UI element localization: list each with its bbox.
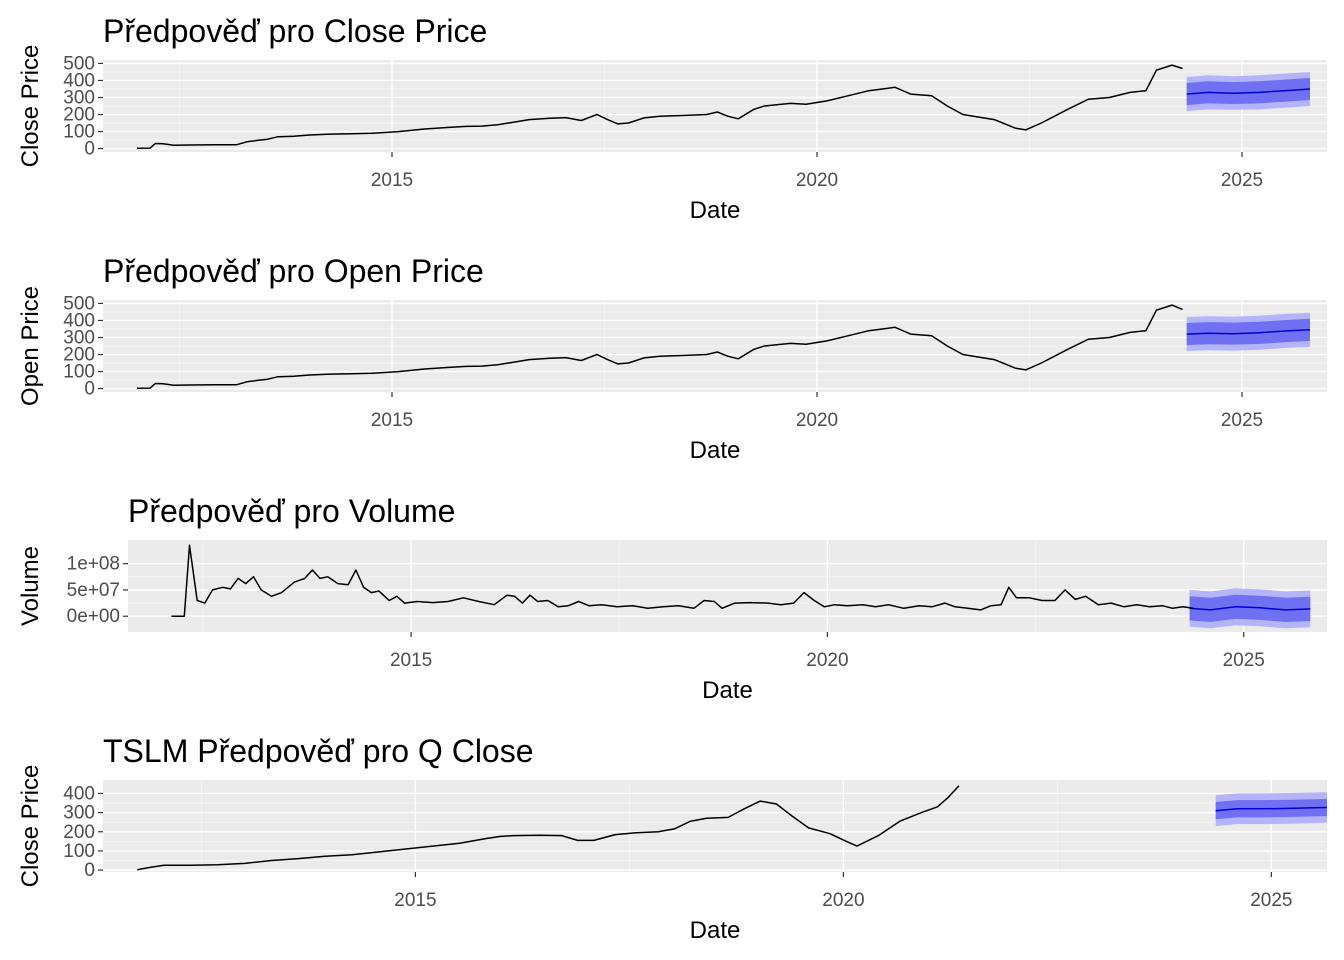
x-axis-title: Date	[702, 677, 753, 704]
x-tick-label: 2015	[371, 410, 413, 431]
y-axis-title: Close Price	[17, 45, 44, 168]
y-tick-label: 400	[63, 310, 95, 331]
y-axis-title: Close Price	[17, 765, 44, 888]
x-tick-label: 2015	[394, 890, 436, 911]
series-line	[136, 304, 1183, 390]
x-tick-label: 2015	[390, 650, 432, 671]
y-tick-label: 500	[63, 53, 95, 74]
y-tick-label: 300	[63, 327, 95, 348]
forecast-mean-line	[1186, 88, 1311, 95]
data-layer	[171, 544, 1311, 629]
forecast-band-80	[1189, 594, 1311, 622]
y-tick-label: 0	[84, 379, 95, 400]
x-axis-title: Date	[690, 437, 741, 464]
y-tick-label: 100	[63, 362, 95, 383]
x-tick-label: 2025	[1223, 650, 1265, 671]
y-tick-label: 0	[84, 139, 95, 160]
y-tick-label: 5e+07	[67, 580, 120, 601]
chart-title: TSLM Předpověď pro Q Close	[103, 733, 534, 769]
x-tick-label: 2025	[1221, 170, 1263, 191]
x-axis-title: Date	[690, 917, 741, 944]
y-axis-title: Volume	[17, 546, 44, 626]
plot-panel	[103, 780, 1327, 872]
y-tick-label: 100	[63, 122, 95, 143]
chart-title: Předpověď pro Volume	[128, 493, 455, 529]
forecast-band-80	[1186, 77, 1310, 106]
x-tick-label: 2025	[1250, 890, 1292, 911]
chart-panel-3: 0e+00 5e+07 1e+08 2015 2020 2025 Předpověď pro…	[17, 493, 1327, 704]
y-tick-label: 300	[63, 803, 95, 824]
forecast-mean-line	[1215, 806, 1327, 812]
chart-title: Předpověď pro Close Price	[103, 13, 487, 49]
x-tick-label: 2020	[796, 170, 838, 191]
x-tick-label: 2025	[1221, 410, 1263, 431]
series-line	[137, 785, 960, 871]
plot-panel	[128, 540, 1327, 632]
x-tick-label: 2020	[796, 410, 838, 431]
y-axis-title: Open Price	[17, 286, 44, 406]
x-tick-label: 2015	[371, 170, 413, 191]
x-axis-title: Date	[690, 197, 741, 224]
series-line	[136, 64, 1183, 150]
y-tick-label: 0	[84, 860, 95, 881]
y-tick-label: 200	[63, 345, 95, 366]
series-line	[171, 544, 1194, 617]
data-layer	[137, 785, 1327, 871]
y-tick-label: 1e+08	[67, 554, 120, 575]
forecast-mean-line	[1186, 329, 1311, 335]
y-tick-label: 400	[63, 70, 95, 91]
y-tick-label: 300	[63, 87, 95, 108]
y-tick-label: 200	[63, 822, 95, 843]
forecast-mean-line	[1189, 606, 1311, 611]
y-tick-label: 400	[63, 783, 95, 804]
chart-title: Předpověď pro Open Price	[103, 253, 484, 289]
y-tick-label: 500	[63, 293, 95, 314]
data-layer	[136, 304, 1311, 390]
y-tick-label: 0e+00	[67, 606, 120, 627]
x-tick-label: 2020	[822, 890, 864, 911]
data-layer	[136, 64, 1311, 150]
x-tick-label: 2020	[806, 650, 848, 671]
y-tick-label: 100	[63, 841, 95, 862]
forecast-band-80	[1186, 318, 1310, 346]
y-tick-label: 200	[63, 105, 95, 126]
